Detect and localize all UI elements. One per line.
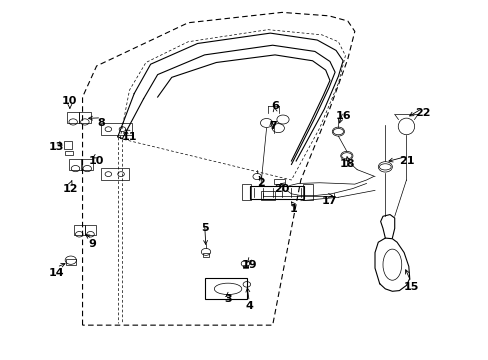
Bar: [69, 159, 81, 170]
Bar: [101, 123, 132, 135]
Bar: [74, 225, 85, 235]
Bar: [81, 159, 93, 170]
Text: 19: 19: [241, 260, 257, 270]
Bar: [242, 265, 248, 268]
Bar: [101, 168, 129, 180]
Text: 9: 9: [88, 239, 96, 249]
Text: 7: 7: [268, 121, 276, 131]
Bar: [204, 279, 246, 299]
Text: 2: 2: [257, 179, 264, 188]
Text: 3: 3: [224, 294, 231, 304]
Text: 11: 11: [122, 132, 137, 142]
Text: 16: 16: [335, 111, 350, 121]
Text: 1: 1: [289, 204, 297, 214]
Text: 22: 22: [414, 108, 430, 118]
Text: 18: 18: [339, 159, 355, 170]
Bar: [261, 192, 274, 200]
Text: 5: 5: [201, 224, 208, 233]
Text: 12: 12: [63, 184, 79, 194]
Text: 20: 20: [274, 184, 289, 194]
Text: 14: 14: [49, 268, 64, 278]
Text: 10: 10: [62, 95, 78, 105]
Text: 13: 13: [49, 142, 64, 152]
Text: 10: 10: [89, 156, 104, 166]
Text: 8: 8: [97, 118, 105, 128]
Bar: [66, 260, 75, 265]
Bar: [273, 179, 285, 184]
Bar: [63, 141, 72, 149]
Text: 21: 21: [398, 156, 413, 166]
Bar: [65, 150, 73, 155]
Bar: [67, 112, 79, 123]
Bar: [303, 184, 312, 200]
Bar: [203, 253, 209, 257]
Bar: [250, 185, 304, 199]
Text: 15: 15: [403, 282, 418, 292]
Bar: [85, 225, 96, 235]
Bar: [242, 184, 251, 200]
Text: 6: 6: [270, 101, 278, 111]
Text: 17: 17: [321, 196, 336, 206]
Bar: [79, 112, 91, 123]
Text: 4: 4: [245, 301, 253, 311]
